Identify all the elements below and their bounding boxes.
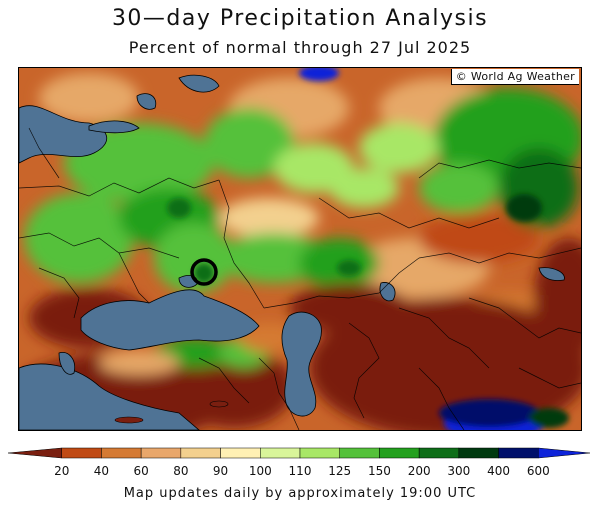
legend-tick-label: 200 bbox=[408, 464, 431, 478]
legend-tick-label: 80 bbox=[173, 464, 188, 478]
legend-swatch bbox=[418, 447, 460, 459]
legend-swatch bbox=[180, 447, 221, 459]
baltic-sea bbox=[19, 105, 107, 164]
legend-tick-label: 20 bbox=[54, 464, 69, 478]
aegean bbox=[58, 352, 76, 375]
legend-swatch bbox=[140, 447, 182, 459]
legend-tick-label: 90 bbox=[213, 464, 228, 478]
mediterranean bbox=[19, 363, 200, 430]
legend-swatch bbox=[379, 447, 420, 459]
legend-swatch bbox=[299, 447, 340, 459]
legend-tick-label: 300 bbox=[447, 464, 470, 478]
legend-swatch bbox=[101, 447, 142, 459]
legend-swatch bbox=[458, 447, 499, 459]
legend-tick-label: 600 bbox=[527, 464, 550, 478]
legend-tick-label: 110 bbox=[289, 464, 312, 478]
legend-tick-label: 400 bbox=[487, 464, 510, 478]
lake-ladoga bbox=[136, 93, 157, 110]
legend-tick-label: 100 bbox=[249, 464, 272, 478]
copyright-label: © World Ag Weather bbox=[450, 69, 579, 85]
legend-swatch bbox=[339, 447, 380, 459]
legend-tick-label: 125 bbox=[328, 464, 351, 478]
legend-swatch bbox=[220, 447, 261, 459]
legend-swatch bbox=[61, 447, 102, 459]
legend-swatch bbox=[7, 447, 62, 459]
lake-balkhash bbox=[538, 267, 565, 281]
gulf-of-finland bbox=[88, 120, 140, 134]
legend-tick-label: 40 bbox=[94, 464, 109, 478]
legend-colorbar: 20 40 60 80 90 100 110 125 150 200 300 400 600 bbox=[7, 447, 591, 478]
cyprus-island bbox=[209, 400, 229, 408]
crete-island bbox=[114, 416, 144, 424]
footer-note: Map updates daily by approximately 19:00… bbox=[123, 486, 477, 501]
legend-swatch bbox=[498, 447, 539, 459]
caspian-sea bbox=[281, 311, 322, 417]
precipitation-detail bbox=[167, 68, 569, 430]
precipitation-map: © World Ag Weather bbox=[18, 67, 582, 431]
legend-swatch bbox=[538, 447, 591, 459]
legend: 20 40 60 80 90 100 110 125 150 200 300 400 600 bbox=[7, 446, 592, 480]
map-canvas bbox=[19, 68, 581, 430]
map-subtitle: Percent of normal through 27 Jul 2025 bbox=[128, 38, 472, 57]
legend-tick-label: 150 bbox=[368, 464, 391, 478]
white-sea bbox=[178, 74, 220, 93]
legend-tick-label: 60 bbox=[134, 464, 149, 478]
water-bodies bbox=[19, 74, 565, 430]
country-borders bbox=[19, 127, 581, 430]
map-title: 30—day Precipitation Analysis bbox=[111, 6, 489, 31]
highlight-ring bbox=[190, 258, 218, 286]
legend-swatch bbox=[260, 447, 301, 459]
